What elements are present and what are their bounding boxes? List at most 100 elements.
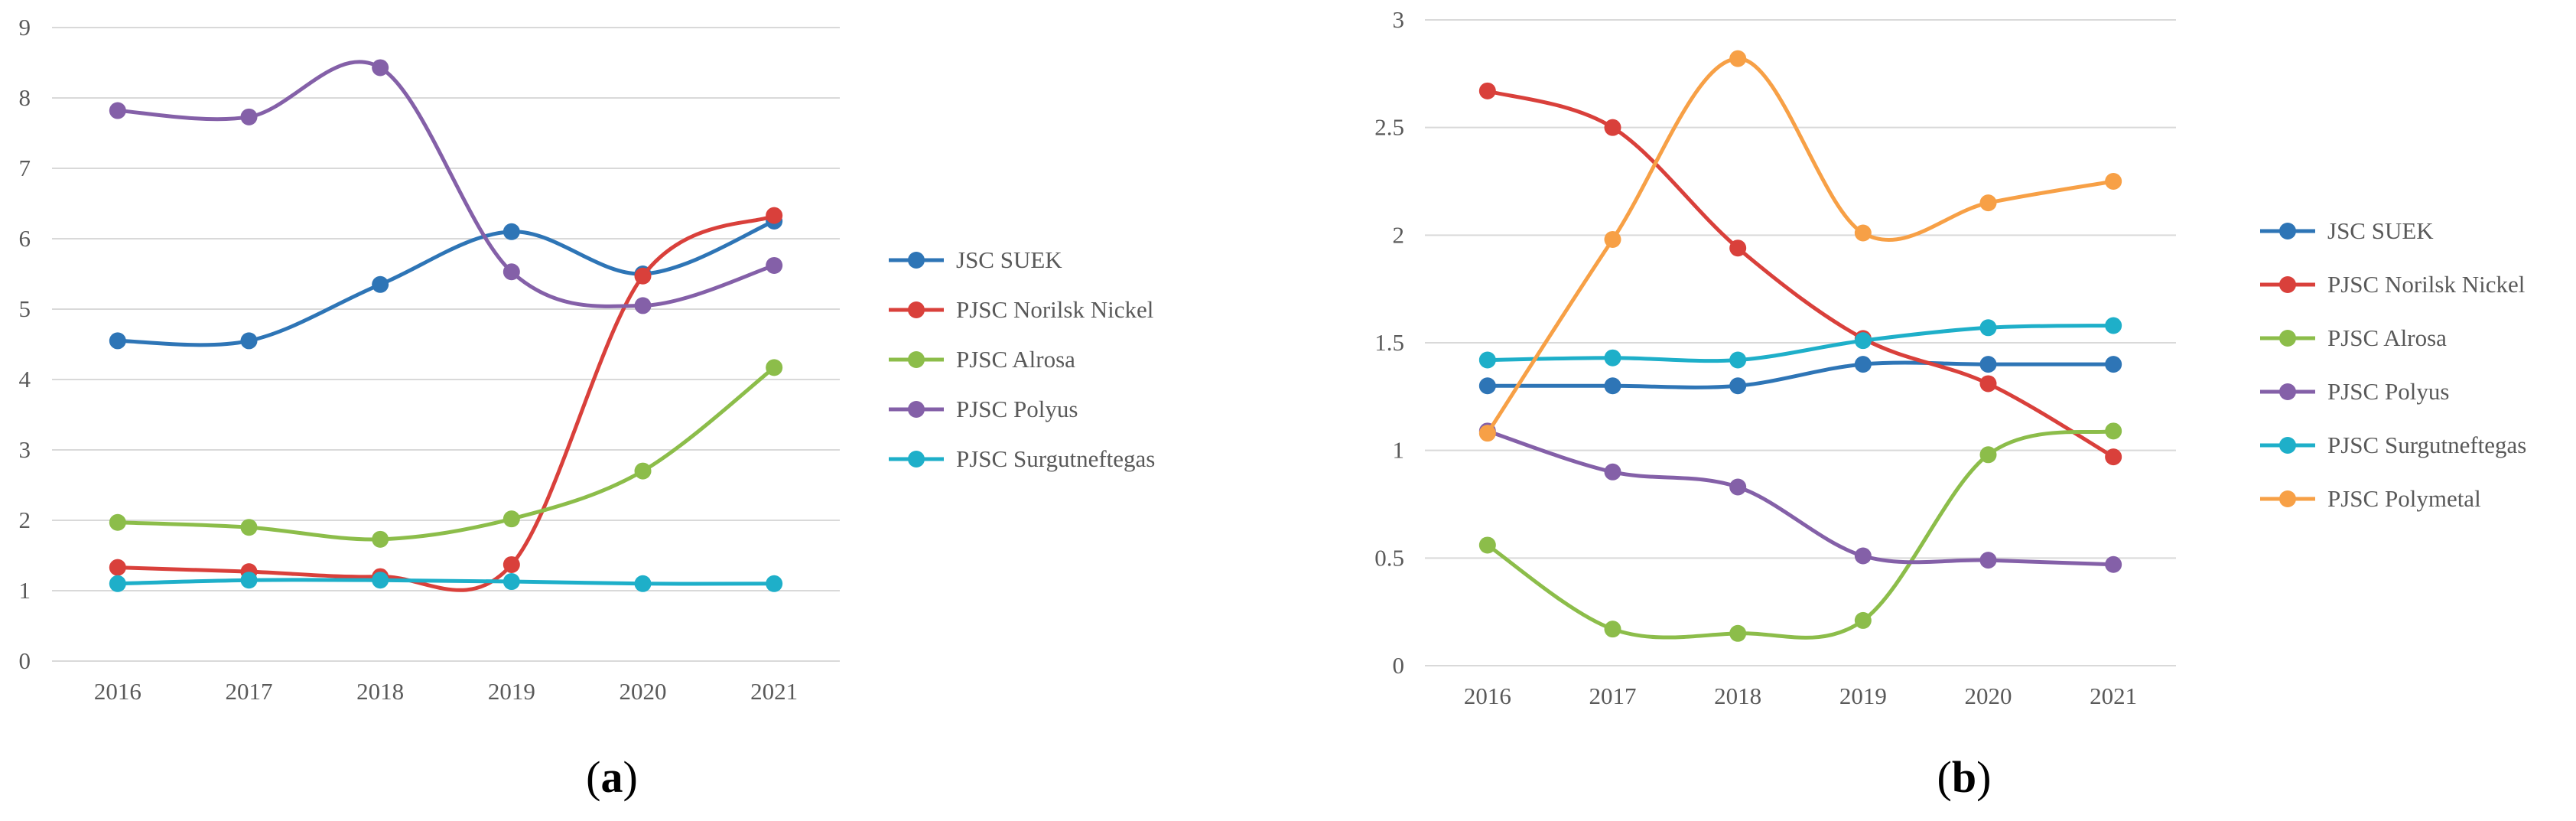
chart-a-point-pjsc-norilsk-nickel: [634, 267, 652, 285]
chart-a-series-pjsc-polyus: [109, 59, 783, 314]
chart-b-point-pjsc-alrosa: [1478, 536, 1496, 554]
chart-b-point-pjsc-polymetal: [1729, 50, 1747, 67]
chart-b-point-pjsc-alrosa: [1979, 446, 1997, 464]
chart-b-series-pjsc-alrosa: [1478, 422, 2122, 642]
chart-b-legend-item-pjsc-polyus: PJSC Polyus: [2260, 378, 2449, 405]
chart-a-x-tick-label: 2021: [750, 678, 798, 705]
chart-b-point-jsc-suek: [2105, 356, 2122, 373]
chart-b-x-tick-label: 2016: [1464, 683, 1511, 709]
chart-b-point-pjsc-surgutneftegas: [1729, 351, 1747, 369]
chart-a-panel-letter: a: [601, 752, 623, 802]
chart-b-legend-item-pjsc-alrosa: PJSC Alrosa: [2260, 324, 2447, 351]
chart-a-line-pjsc-surgutneftegas: [115, 578, 776, 586]
chart-a-point-pjsc-alrosa: [109, 513, 126, 531]
chart-b-legend-swatch-marker: [2279, 490, 2296, 507]
chart-a-legend-label: PJSC Norilsk Nickel: [956, 296, 1153, 323]
chart-a-y-tick-label: 6: [19, 225, 31, 252]
chart-b-x-tick-label: 2017: [1589, 683, 1637, 709]
chart-a-x-tick-label: 2020: [620, 678, 667, 705]
chart-a-x-tick-label: 2017: [226, 678, 273, 705]
chart-b-point-pjsc-polyus: [1854, 547, 1872, 565]
chart-b-point-pjsc-surgutneftegas: [1604, 349, 1621, 367]
chart-a-y-tick-label: 2: [19, 507, 31, 533]
chart-b-point-pjsc-surgutneftegas: [1854, 332, 1872, 350]
chart-a: 0 1 2 3 4 5 6 7 8 9 2016 2017 2018 2019 2020 2021 JSC SU…: [19, 14, 1156, 802]
chart-b-point-pjsc-alrosa: [1604, 621, 1621, 638]
chart-b-point-pjsc-surgutneftegas: [2105, 317, 2122, 334]
chart-b-y-tick-label: 0: [1393, 652, 1405, 679]
chart-b-x-tick-label: 2018: [1714, 683, 1761, 709]
chart-a-point-pjsc-surgutneftegas: [372, 572, 389, 589]
chart-b-point-pjsc-polymetal: [1979, 194, 1997, 212]
chart-a-x-tick-label: 2019: [488, 678, 535, 705]
chart-b-point-jsc-suek: [1604, 377, 1621, 395]
chart-b-series-jsc-suek: [1478, 356, 2122, 395]
chart-b-panel-label: (b): [1937, 752, 1992, 802]
chart-a-series-pjsc-alrosa: [109, 359, 783, 548]
chart-a-point-jsc-suek: [240, 332, 258, 350]
chart-a-y-tick-label: 4: [19, 366, 31, 393]
chart-a-point-pjsc-polyus: [503, 263, 520, 281]
chart-b-legend-swatch-marker: [2279, 223, 2296, 239]
chart-a-legend: JSC SUEK PJSC Norilsk Nickel PJSC Alrosa PJ…: [889, 246, 1155, 472]
chart-b-point-pjsc-norilsk-nickel: [1729, 239, 1747, 257]
chart-b-legend-label: JSC SUEK: [2327, 217, 2434, 244]
chart-b-x-tick-label: 2020: [1965, 683, 2012, 709]
chart-a-legend-swatch-marker: [908, 401, 925, 418]
chart-b-legend-label: PJSC Norilsk Nickel: [2327, 271, 2525, 298]
chart-a-point-pjsc-surgutneftegas: [240, 572, 258, 589]
chart-a-legend-label: JSC SUEK: [956, 246, 1062, 273]
chart-a-point-pjsc-polyus: [766, 256, 783, 274]
chart-b-series-pjsc-surgutneftegas: [1478, 317, 2122, 369]
chart-a-point-pjsc-alrosa: [503, 510, 520, 528]
chart-b-legend-label: PJSC Polyus: [2327, 378, 2449, 405]
chart-a-legend-swatch-marker: [908, 301, 925, 318]
chart-b-legend-item-pjsc-polymetal: PJSC Polymetal: [2260, 485, 2481, 512]
chart-b-point-pjsc-norilsk-nickel: [1979, 375, 1997, 393]
chart-b-line-pjsc-surgutneftegas: [1485, 323, 2116, 363]
chart-a-y-tick-label: 9: [19, 14, 31, 41]
chart-a-legend-swatch-marker: [908, 451, 925, 468]
chart-b-line-pjsc-alrosa: [1485, 428, 2116, 640]
chart-a-point-pjsc-polyus: [634, 297, 652, 314]
chart-a-legend-swatch-marker: [908, 252, 925, 269]
chart-a-point-pjsc-alrosa: [766, 359, 783, 376]
chart-a-point-pjsc-polyus: [372, 59, 389, 77]
chart-a-point-pjsc-norilsk-nickel: [766, 207, 783, 224]
chart-a-legend-item-pjsc-norilsk-nickel: PJSC Norilsk Nickel: [889, 296, 1153, 323]
chart-b-line-jsc-suek: [1485, 360, 2116, 389]
chart-a-legend-swatch-marker: [908, 351, 925, 368]
chart-b-point-pjsc-polymetal: [1604, 230, 1621, 248]
chart-b-legend-item-pjsc-norilsk-nickel: PJSC Norilsk Nickel: [2260, 271, 2525, 298]
chart-b-x-tick-label: 2019: [1839, 683, 1887, 709]
chart-a-y-tick-label: 7: [19, 155, 31, 181]
chart-b-point-pjsc-norilsk-nickel: [1604, 119, 1621, 136]
chart-a-point-pjsc-alrosa: [240, 519, 258, 536]
chart-b-x-tick-label: 2021: [2090, 683, 2137, 709]
chart-b-point-pjsc-alrosa: [1729, 624, 1747, 642]
chart-b-point-pjsc-polyus: [2105, 555, 2122, 573]
chart-a-legend-label: PJSC Polyus: [956, 396, 1078, 422]
chart-b-point-pjsc-surgutneftegas: [1979, 319, 1997, 337]
chart-b-point-pjsc-surgutneftegas: [1478, 351, 1496, 369]
chart-b-panel-letter: b: [1952, 752, 1976, 802]
chart-b-point-pjsc-norilsk-nickel: [1478, 82, 1496, 99]
chart-b-series-pjsc-polyus: [1478, 422, 2122, 573]
chart-b-point-pjsc-alrosa: [2105, 422, 2122, 440]
chart-a-line-jsc-suek: [115, 219, 776, 347]
chart-a-y-tick-label: 3: [19, 436, 31, 463]
chart-a-point-pjsc-polyus: [240, 108, 258, 125]
chart-b-y-tick-label: 2.5: [1374, 114, 1404, 141]
chart-b-point-jsc-suek: [1478, 377, 1496, 395]
chart-a-legend-item-pjsc-surgutneftegas: PJSC Surgutneftegas: [889, 445, 1155, 472]
chart-b-y-tick-label: 1: [1393, 437, 1405, 464]
chart-b-point-pjsc-polyus: [1979, 552, 1997, 569]
chart-a-x-tick-label: 2016: [94, 678, 141, 705]
chart-b-point-pjsc-polymetal: [2105, 173, 2122, 190]
chart-b-line-pjsc-norilsk-nickel: [1485, 89, 2116, 459]
chart-b-legend-swatch-marker: [2279, 383, 2296, 400]
chart-b-y-tick-label: 2: [1393, 221, 1405, 248]
chart-b-point-pjsc-polyus: [1729, 478, 1747, 496]
chart-a-point-pjsc-surgutneftegas: [503, 573, 520, 591]
